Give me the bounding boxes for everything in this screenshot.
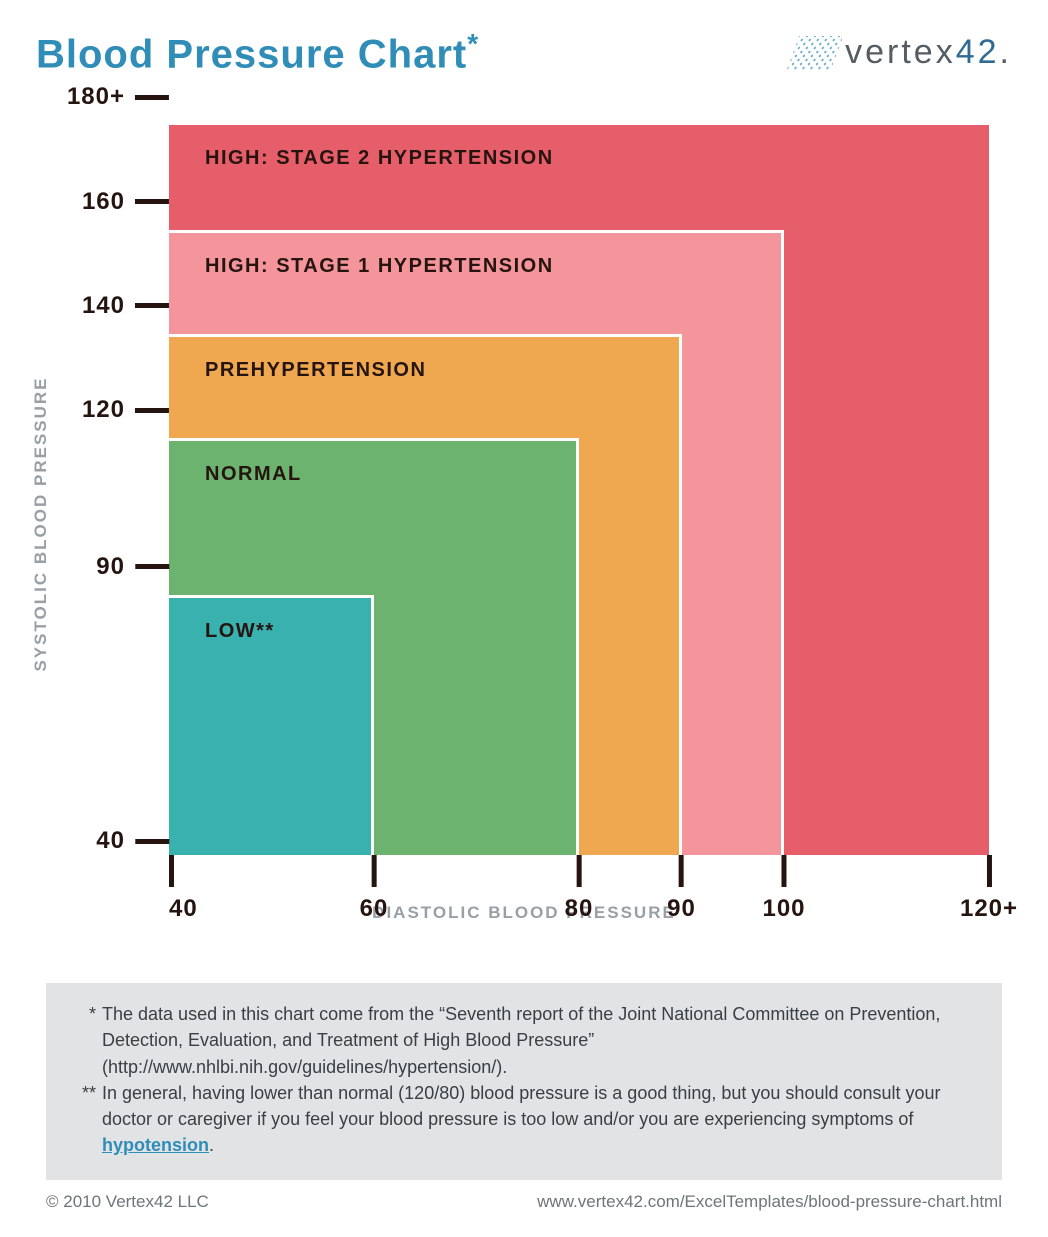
hypotension-link[interactable]: hypotension bbox=[102, 1135, 209, 1155]
page-title: Blood Pressure Chart* bbox=[36, 28, 479, 77]
footnotes: * The data used in this chart come from … bbox=[46, 983, 1002, 1180]
tick-mark-icon bbox=[987, 855, 992, 887]
page: Blood Pressure Chart* vertex42. SYSTOLIC… bbox=[0, 0, 1048, 1228]
footnote-2-text-b: . bbox=[209, 1135, 214, 1155]
footnote-1-mark: * bbox=[68, 1001, 102, 1079]
y-tick: 160 bbox=[82, 188, 169, 216]
x-tick-label: 100 bbox=[762, 895, 805, 923]
footnote-2-text: In general, having lower than normal (12… bbox=[102, 1080, 980, 1158]
y-tick: 180+ bbox=[67, 83, 169, 111]
y-tick-label: 180+ bbox=[67, 83, 125, 111]
logo: vertex42. bbox=[793, 33, 1012, 72]
tick-mark-icon bbox=[135, 839, 169, 844]
tick-mark-icon bbox=[135, 564, 169, 569]
footnote-1: * The data used in this chart come from … bbox=[68, 1001, 980, 1079]
logo-text: vertex42. bbox=[845, 33, 1012, 72]
y-tick-label: 40 bbox=[96, 827, 125, 855]
zone-label: HIGH: STAGE 2 HYPERTENSION bbox=[205, 147, 554, 170]
y-tick: 90 bbox=[96, 553, 169, 581]
x-tick: 120+ bbox=[960, 855, 1018, 923]
x-tick-label: 90 bbox=[667, 895, 696, 923]
title-asterisk: * bbox=[467, 28, 479, 59]
footnote-2: ** In general, having lower than normal … bbox=[68, 1080, 980, 1158]
zone-4: LOW** bbox=[169, 595, 374, 856]
x-tick-label: 60 bbox=[360, 895, 389, 923]
x-tick-label: 80 bbox=[565, 895, 594, 923]
source-url: www.vertex42.com/ExcelTemplates/blood-pr… bbox=[537, 1192, 1002, 1212]
footnote-2-text-a: In general, having lower than normal (12… bbox=[102, 1083, 941, 1129]
tick-mark-icon bbox=[135, 199, 169, 204]
x-tick-label: 40 bbox=[169, 895, 198, 923]
plot-area: HIGH: STAGE 2 HYPERTENSION HIGH: STAGE 1 … bbox=[169, 125, 989, 855]
y-tick-label: 90 bbox=[96, 553, 125, 581]
tick-mark-icon bbox=[781, 855, 786, 887]
zone-label: PREHYPERTENSION bbox=[205, 359, 426, 382]
x-tick: 90 bbox=[667, 855, 696, 923]
x-tick: 40 bbox=[169, 855, 198, 923]
tick-mark-icon bbox=[169, 855, 174, 887]
title-text: Blood Pressure Chart bbox=[36, 32, 467, 76]
y-tick-label: 120 bbox=[82, 396, 125, 424]
footnote-1-text: The data used in this chart come from th… bbox=[102, 1001, 980, 1079]
tick-mark-icon bbox=[135, 95, 169, 100]
y-tick: 120 bbox=[82, 396, 169, 424]
tick-mark-icon bbox=[371, 855, 376, 887]
y-tick: 40 bbox=[96, 827, 169, 855]
zone-label: LOW** bbox=[205, 620, 275, 643]
plot-outer: HIGH: STAGE 2 HYPERTENSION HIGH: STAGE 1 … bbox=[169, 125, 989, 855]
x-tick-label: 120+ bbox=[960, 895, 1018, 923]
zone-label: NORMAL bbox=[205, 463, 302, 486]
logo-text-number: 42 bbox=[956, 33, 1000, 71]
y-tick-label: 140 bbox=[82, 292, 125, 320]
x-axis-label: DIASTOLIC BLOOD PRESSURE bbox=[59, 903, 989, 923]
bottom-bar: © 2010 Vertex42 LLC www.vertex42.com/Exc… bbox=[46, 1192, 1002, 1212]
tick-mark-icon bbox=[135, 303, 169, 308]
y-tick-label: 160 bbox=[82, 188, 125, 216]
tick-mark-icon bbox=[576, 855, 581, 887]
footnote-2-mark: ** bbox=[68, 1080, 102, 1158]
y-axis-label: SYSTOLIC BLOOD PRESSURE bbox=[31, 377, 51, 672]
zone-label: HIGH: STAGE 1 HYPERTENSION bbox=[205, 255, 554, 278]
header: Blood Pressure Chart* vertex42. bbox=[36, 28, 1012, 77]
x-tick: 80 bbox=[565, 855, 594, 923]
tick-mark-icon bbox=[679, 855, 684, 887]
x-tick: 100 bbox=[762, 855, 805, 923]
copyright: © 2010 Vertex42 LLC bbox=[46, 1192, 209, 1212]
logo-text-name: vertex bbox=[845, 33, 956, 71]
y-tick: 140 bbox=[82, 292, 169, 320]
tick-mark-icon bbox=[135, 408, 169, 413]
logo-text-suffix: . bbox=[1000, 33, 1012, 71]
chart: SYSTOLIC BLOOD PRESSURE HIGH: STAGE 2 HY… bbox=[59, 125, 989, 923]
x-tick: 60 bbox=[360, 855, 389, 923]
logo-mark-icon bbox=[787, 36, 843, 70]
